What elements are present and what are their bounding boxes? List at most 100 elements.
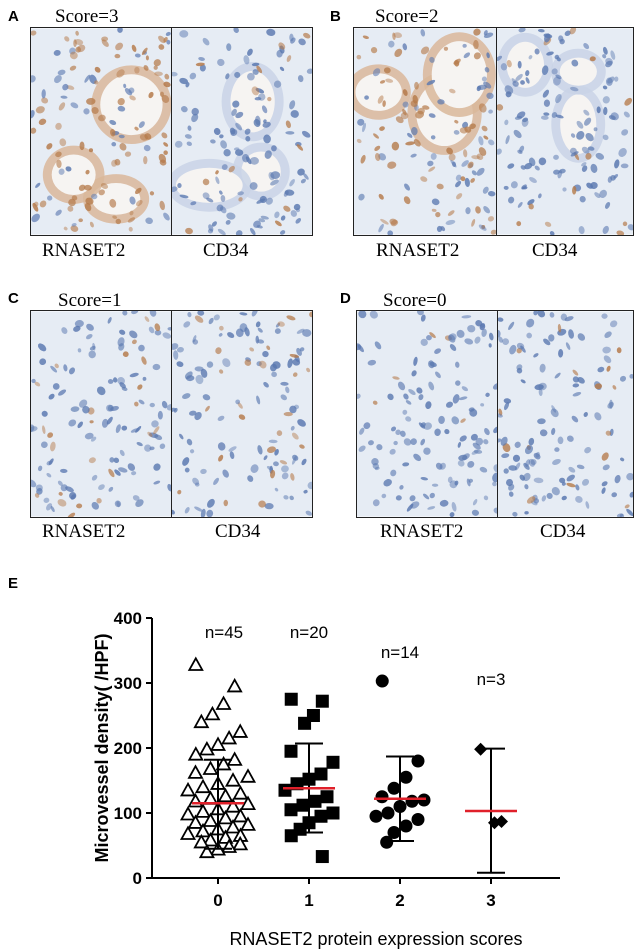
image-label-a-rnaset2: RNASET2	[42, 240, 126, 261]
data-point	[187, 746, 204, 761]
data-point	[232, 807, 249, 823]
data-point	[387, 781, 401, 795]
score-label-a: Score=3	[55, 6, 119, 27]
data-point	[315, 694, 329, 708]
data-point	[187, 814, 204, 829]
data-point	[239, 768, 257, 783]
image-label-a-cd34: CD34	[203, 240, 249, 261]
data-point	[232, 835, 249, 851]
micrograph-d-cd34	[497, 310, 634, 518]
y-tick-label: 100	[114, 804, 142, 823]
micrograph-a-cd34	[171, 27, 313, 236]
image-label-b-rnaset2: RNASET2	[376, 240, 460, 261]
data-point	[193, 713, 210, 729]
panel-letter-b: B	[330, 8, 341, 25]
data-point	[320, 790, 334, 804]
micrograph-b-cd34	[496, 27, 634, 236]
data-point	[224, 818, 242, 834]
data-point	[217, 809, 234, 825]
x-axis-title: RNASET2 protein expression scores	[229, 929, 522, 949]
micrograph-a-rnaset2-art	[31, 28, 171, 235]
data-point	[405, 794, 419, 808]
data-point	[315, 850, 329, 864]
x-tick-label: 2	[395, 891, 404, 910]
data-point	[187, 792, 204, 808]
data-point	[417, 793, 431, 807]
group-count-label: n=3	[477, 670, 506, 689]
data-point	[375, 790, 389, 804]
data-point	[411, 754, 425, 768]
data-point	[326, 806, 340, 820]
data-point	[194, 803, 212, 818]
data-point	[224, 772, 242, 787]
data-point	[399, 819, 413, 833]
data-point	[204, 705, 221, 721]
micrograph-a-rnaset2	[30, 27, 172, 236]
data-point	[411, 813, 425, 826]
data-point	[284, 744, 298, 758]
data-point	[369, 809, 383, 823]
data-point	[232, 785, 249, 800]
data-point	[226, 677, 243, 693]
y-axis-title: Microvessel density( /HPF)	[92, 633, 112, 862]
y-tick-label: 0	[133, 869, 142, 888]
data-point	[179, 825, 197, 840]
y-tick-label: 400	[114, 609, 142, 628]
data-point	[290, 777, 304, 791]
micrograph-b-cd34-art	[497, 28, 633, 235]
micrograph-c-cd34	[171, 310, 313, 518]
data-point	[399, 770, 413, 784]
micrograph-d-rnaset2-art	[357, 311, 497, 517]
image-label-c-rnaset2: RNASET2	[42, 521, 126, 542]
data-point	[217, 787, 234, 803]
data-point	[187, 764, 204, 779]
data-point	[239, 795, 257, 811]
x-tick-label: 1	[304, 891, 313, 910]
data-point	[284, 692, 298, 706]
data-point	[239, 816, 257, 831]
data-point	[179, 781, 197, 797]
panel-letter-a: A	[8, 8, 19, 25]
image-label-d-cd34: CD34	[540, 521, 586, 542]
data-point	[193, 833, 210, 849]
data-point	[380, 835, 394, 849]
data-point	[221, 729, 238, 745]
micrograph-b-rnaset2	[353, 27, 497, 236]
data-point	[215, 695, 232, 710]
data-point	[232, 723, 249, 738]
score-label-d: Score=0	[383, 290, 447, 311]
data-point	[194, 822, 212, 838]
data-point	[308, 794, 322, 808]
data-point	[187, 656, 204, 671]
data-point	[296, 798, 310, 812]
image-label-b-cd34: CD34	[532, 240, 578, 261]
y-tick-label: 200	[114, 739, 142, 758]
data-point	[284, 803, 298, 817]
y-tick-label: 300	[114, 674, 142, 693]
mvd-scatter-chart: 0 100 200 300 400 0 1 2 3 Microvessel density( /H…	[92, 609, 560, 949]
data-point	[314, 767, 328, 781]
image-label-d-rnaset2: RNASET2	[380, 521, 464, 542]
data-point	[314, 809, 328, 823]
data-point	[381, 806, 395, 820]
micrograph-d-rnaset2	[356, 310, 498, 518]
group-count-label: n=14	[381, 643, 419, 662]
data-point	[209, 736, 227, 751]
data-point	[194, 778, 212, 794]
data-point	[298, 716, 312, 730]
data-point	[179, 805, 197, 821]
data-point	[215, 755, 232, 771]
micrograph-c-rnaset2	[30, 310, 172, 518]
group-count-label: n=45	[205, 623, 243, 642]
micrograph-b-rnaset2-art	[354, 28, 496, 235]
data-point	[202, 760, 219, 775]
score-label-c: Score=1	[58, 290, 122, 311]
image-label-c-cd34: CD34	[215, 521, 261, 542]
micrograph-d-cd34-art	[498, 311, 633, 517]
data-point	[375, 674, 389, 688]
x-tick-label: 3	[486, 891, 495, 910]
data-point	[387, 826, 401, 839]
micrograph-c-rnaset2-art	[31, 311, 171, 517]
data-point	[202, 831, 219, 847]
data-point	[224, 798, 242, 813]
